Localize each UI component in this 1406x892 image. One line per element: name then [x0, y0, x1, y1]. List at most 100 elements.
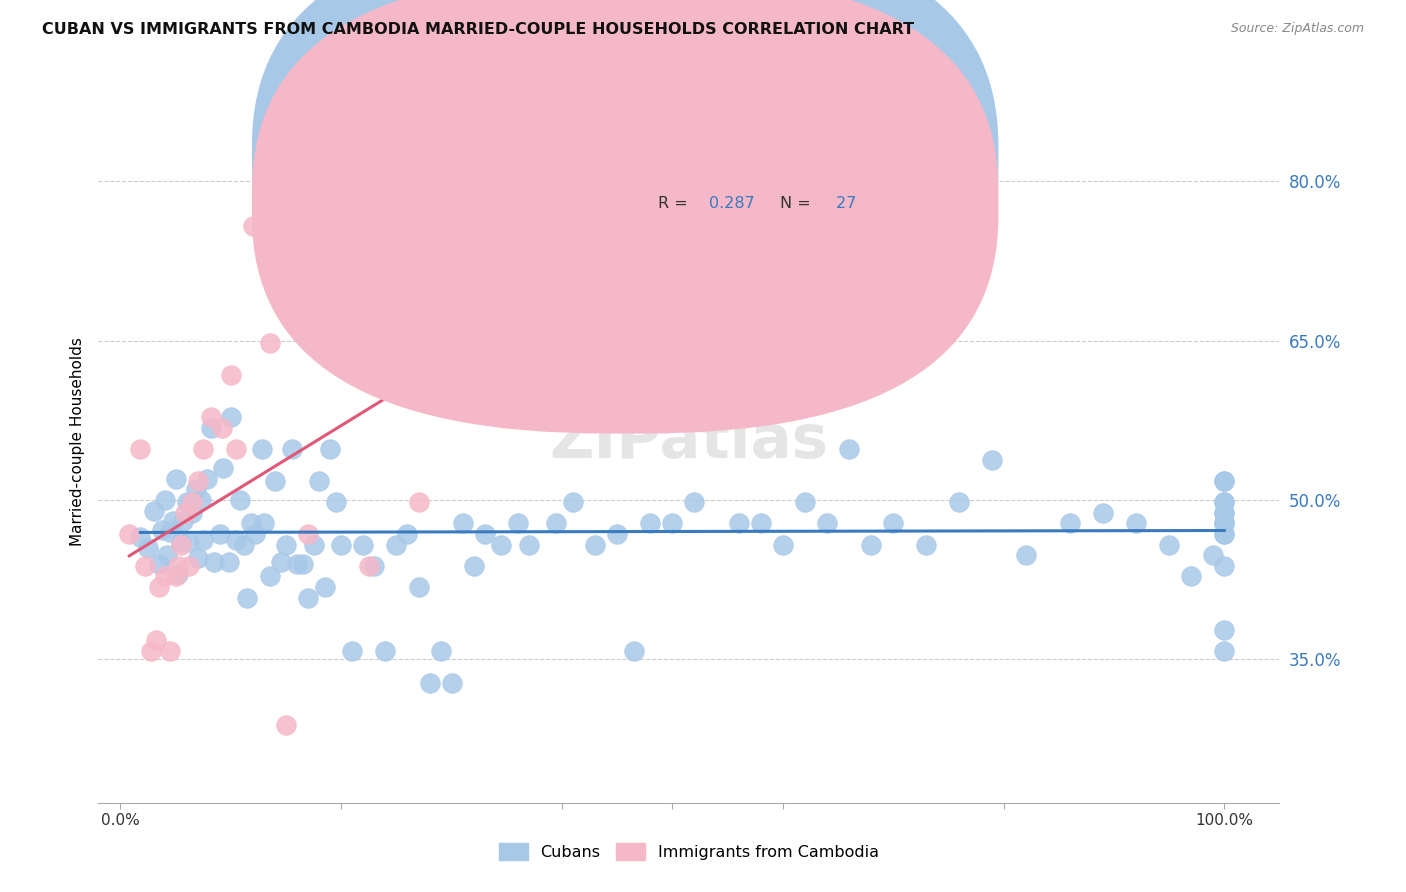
Text: R =: R =: [658, 151, 693, 166]
Text: CUBAN VS IMMIGRANTS FROM CAMBODIA MARRIED-COUPLE HOUSEHOLDS CORRELATION CHART: CUBAN VS IMMIGRANTS FROM CAMBODIA MARRIE…: [42, 22, 914, 37]
Point: [259, 569, 281, 583]
Text: 27: 27: [831, 195, 856, 211]
Point: [1213, 644, 1236, 658]
Point: [165, 569, 187, 583]
Point: [219, 368, 242, 382]
Point: [195, 472, 218, 486]
Point: [177, 558, 200, 573]
Point: [280, 442, 302, 456]
Point: [177, 535, 200, 549]
Point: [118, 527, 141, 541]
Point: [200, 421, 222, 435]
Point: [156, 548, 179, 562]
Point: [250, 442, 273, 456]
Point: [342, 644, 364, 658]
Point: [749, 516, 772, 531]
Point: [583, 538, 606, 552]
Point: [187, 551, 209, 566]
Point: [159, 524, 181, 539]
Point: [1213, 558, 1236, 573]
Point: [1213, 495, 1236, 509]
Point: [463, 558, 485, 573]
Point: [385, 538, 408, 552]
Point: [136, 541, 159, 555]
Text: N =: N =: [780, 151, 815, 166]
Point: [243, 527, 266, 541]
Point: [981, 452, 1004, 467]
Text: R =: R =: [658, 195, 693, 211]
Point: [225, 533, 247, 548]
Point: [640, 516, 662, 531]
Point: [142, 503, 165, 517]
Point: [148, 557, 170, 571]
Point: [148, 580, 170, 594]
Point: [1091, 506, 1114, 520]
Point: [184, 483, 207, 497]
Point: [562, 495, 585, 509]
Point: [212, 461, 235, 475]
Point: [141, 644, 163, 658]
Point: [242, 219, 264, 233]
Point: [172, 514, 194, 528]
Point: [1059, 516, 1081, 531]
Point: [314, 580, 336, 594]
Point: [860, 538, 883, 552]
Point: [211, 421, 233, 435]
Point: [297, 527, 319, 541]
Point: [129, 530, 152, 544]
Text: 0.287: 0.287: [709, 195, 755, 211]
Point: [325, 495, 347, 509]
Point: [1014, 548, 1036, 562]
Point: [1213, 474, 1236, 488]
Text: ZIPatlas: ZIPatlas: [550, 412, 828, 471]
Point: [1213, 506, 1236, 520]
Point: [152, 523, 174, 537]
Point: [167, 567, 190, 582]
Point: [727, 516, 749, 531]
Point: [1202, 548, 1225, 562]
Text: N =: N =: [780, 195, 815, 211]
Point: [491, 538, 513, 552]
Point: [1213, 506, 1236, 520]
Y-axis label: Married-couple Households: Married-couple Households: [69, 337, 84, 546]
Point: [772, 538, 794, 552]
Point: [228, 493, 250, 508]
Point: [170, 538, 193, 552]
Point: [153, 493, 176, 508]
Point: [336, 123, 359, 137]
Point: [661, 516, 683, 531]
FancyBboxPatch shape: [252, 0, 998, 389]
Text: 0.165: 0.165: [709, 151, 755, 166]
Point: [1213, 623, 1236, 637]
Point: [159, 644, 181, 658]
Point: [274, 718, 297, 732]
Point: [1213, 495, 1236, 509]
Point: [1213, 474, 1236, 488]
Point: [202, 555, 225, 569]
Point: [176, 495, 198, 509]
Point: [1157, 538, 1180, 552]
Point: [706, 283, 728, 297]
Point: [915, 538, 938, 552]
Point: [302, 538, 325, 552]
FancyBboxPatch shape: [252, 0, 998, 434]
Point: [170, 535, 193, 549]
Point: [793, 495, 815, 509]
Point: [219, 410, 242, 425]
Point: [264, 474, 287, 488]
Point: [1213, 516, 1236, 531]
Point: [162, 514, 184, 528]
Point: [193, 442, 215, 456]
Point: [129, 442, 152, 456]
Point: [429, 644, 451, 658]
Point: [297, 591, 319, 605]
Point: [419, 675, 441, 690]
Point: [308, 474, 330, 488]
Point: [517, 538, 540, 552]
Point: [623, 644, 645, 658]
Point: [253, 516, 276, 531]
Legend: Cubans, Immigrants from Cambodia: Cubans, Immigrants from Cambodia: [499, 843, 879, 860]
Point: [374, 644, 396, 658]
Point: [529, 389, 551, 403]
Text: Source: ZipAtlas.com: Source: ZipAtlas.com: [1230, 22, 1364, 36]
